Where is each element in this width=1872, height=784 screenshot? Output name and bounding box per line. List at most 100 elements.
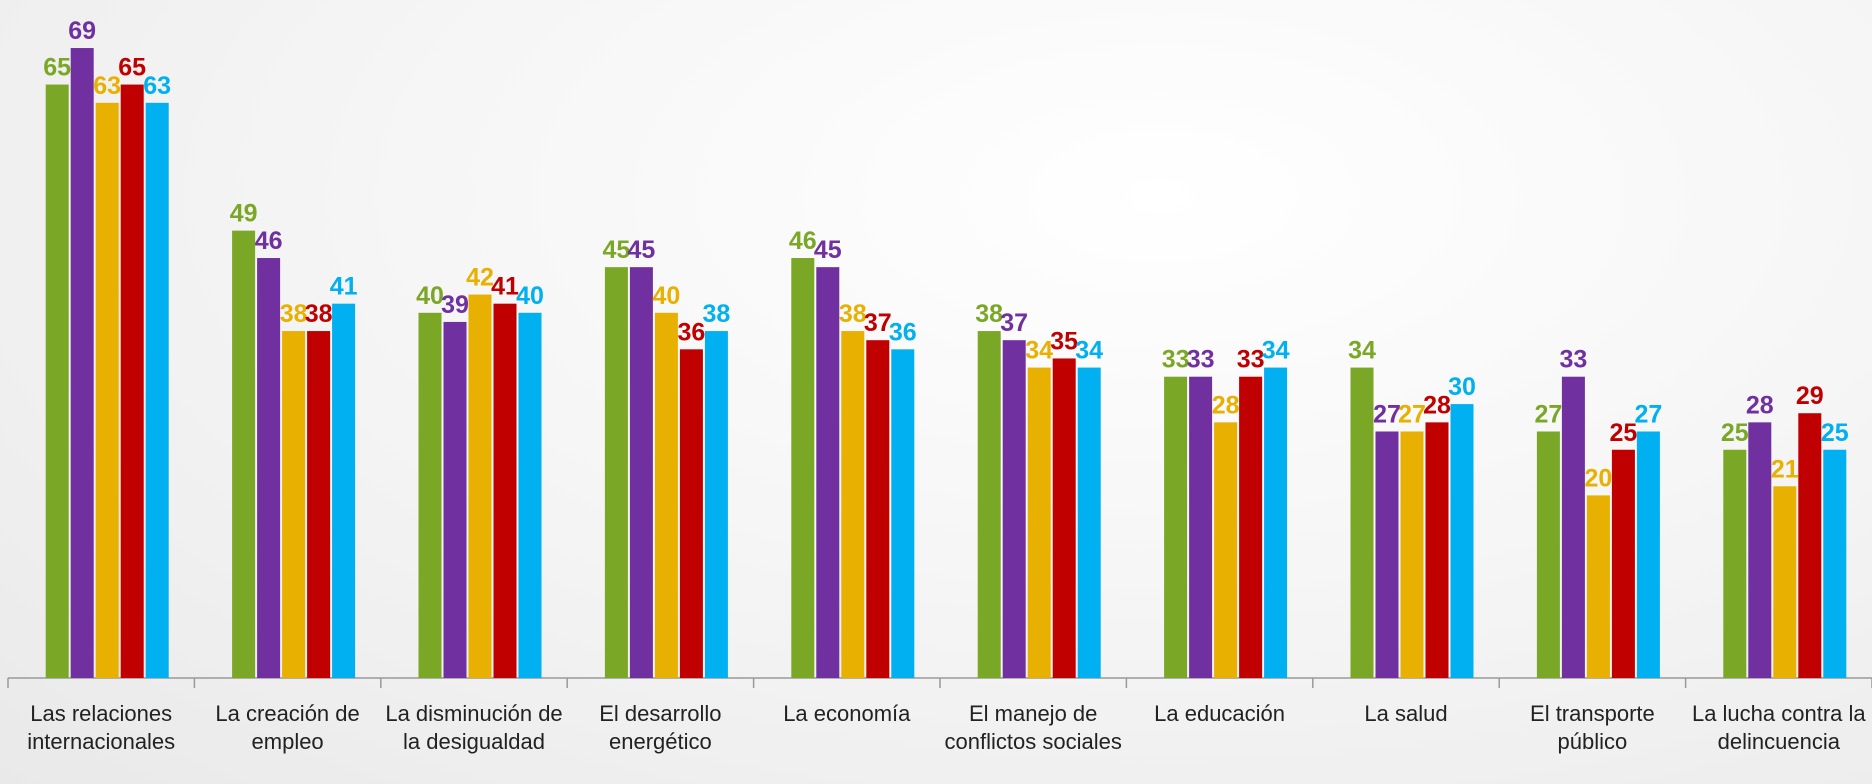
x-tick-label: El manejo de conflictos sociales <box>944 701 1122 754</box>
data-label: 34 <box>1348 337 1376 365</box>
data-label: 63 <box>93 72 121 100</box>
data-label: 38 <box>975 300 1003 328</box>
bar <box>604 267 628 678</box>
bar <box>418 312 442 678</box>
data-label: 45 <box>627 236 655 264</box>
bar <box>1077 367 1101 678</box>
data-label: 41 <box>330 273 358 301</box>
data-label: 27 <box>1398 400 1426 428</box>
data-label: 46 <box>789 227 817 255</box>
bar <box>1561 376 1585 678</box>
bar <box>1723 449 1747 678</box>
x-tick-label: El desarrollo energético <box>599 701 722 754</box>
bar <box>1264 367 1288 678</box>
bar <box>257 258 281 678</box>
data-label: 37 <box>1000 309 1028 337</box>
data-label: 34 <box>1025 337 1053 365</box>
data-label: 39 <box>441 291 469 319</box>
bar <box>977 331 1001 678</box>
bar <box>1536 431 1560 678</box>
data-label: 21 <box>1771 455 1799 483</box>
data-label: 41 <box>491 273 519 301</box>
bar <box>891 349 915 678</box>
bar <box>816 267 840 678</box>
bar <box>1400 431 1424 678</box>
data-label: 28 <box>1212 391 1240 419</box>
data-label: 35 <box>1050 327 1078 355</box>
data-label: 33 <box>1237 346 1265 374</box>
data-label: 40 <box>416 282 444 310</box>
bar <box>1214 422 1238 678</box>
data-label: 37 <box>864 309 892 337</box>
bar <box>1450 404 1474 678</box>
data-label: 65 <box>118 54 146 82</box>
data-label: 33 <box>1559 346 1587 374</box>
data-label: 34 <box>1075 337 1103 365</box>
data-label: 20 <box>1584 464 1612 492</box>
x-tick-label: La lucha contra la delincuencia <box>1691 701 1866 754</box>
bar <box>654 312 678 678</box>
data-label: 28 <box>1746 391 1774 419</box>
data-label: 45 <box>814 236 842 264</box>
data-label: 40 <box>516 282 544 310</box>
bar <box>282 331 306 678</box>
data-label: 25 <box>1609 419 1637 447</box>
bar <box>1586 495 1610 678</box>
data-label: 63 <box>143 72 171 100</box>
bar <box>866 340 890 678</box>
data-label: 33 <box>1187 346 1215 374</box>
data-label: 29 <box>1796 382 1824 410</box>
bar <box>1027 367 1051 678</box>
bar <box>95 102 119 678</box>
bar <box>468 294 492 678</box>
x-tick-label: La educación <box>1154 701 1286 726</box>
x-tick-label: La disminución de la desigualdad <box>385 701 563 754</box>
bar <box>1002 340 1026 678</box>
data-label: 49 <box>230 200 258 228</box>
bar <box>1189 376 1213 678</box>
bar <box>1611 449 1635 678</box>
x-tick-label: El transporte público <box>1530 701 1655 754</box>
bar <box>1798 413 1822 678</box>
data-label: 34 <box>1262 337 1290 365</box>
x-tick-label: La creación de empleo <box>215 701 360 754</box>
bar <box>1052 358 1076 678</box>
bar <box>120 84 144 679</box>
x-tick-label: Las relaciones internacionales <box>27 701 176 754</box>
bar <box>307 331 331 678</box>
data-label: 27 <box>1634 400 1662 428</box>
data-label: 27 <box>1534 400 1562 428</box>
bar <box>1773 486 1797 678</box>
data-label: 40 <box>652 282 680 310</box>
data-label: 42 <box>466 264 494 292</box>
bar <box>1748 422 1772 678</box>
data-label: 25 <box>1721 419 1749 447</box>
bar <box>679 349 703 678</box>
bar <box>1823 449 1847 678</box>
bar <box>1636 431 1660 678</box>
x-tick-label: La economía <box>783 701 911 726</box>
data-label: 38 <box>839 300 867 328</box>
bar <box>332 303 356 678</box>
data-label: 30 <box>1448 373 1476 401</box>
bar <box>629 267 653 678</box>
bar <box>232 230 256 678</box>
bar <box>145 102 169 678</box>
bar <box>704 331 728 678</box>
data-label: 65 <box>43 54 71 82</box>
bar <box>45 84 69 679</box>
bar <box>70 48 94 678</box>
bar <box>1375 431 1399 678</box>
bar <box>493 303 517 678</box>
data-label: 38 <box>702 300 730 328</box>
bar <box>1239 376 1263 678</box>
data-label: 36 <box>677 318 705 346</box>
data-label: 27 <box>1373 400 1401 428</box>
bar <box>518 312 542 678</box>
bar <box>1350 367 1374 678</box>
bar <box>1164 376 1188 678</box>
data-label: 33 <box>1162 346 1190 374</box>
data-label: 28 <box>1423 391 1451 419</box>
bar <box>791 258 815 678</box>
